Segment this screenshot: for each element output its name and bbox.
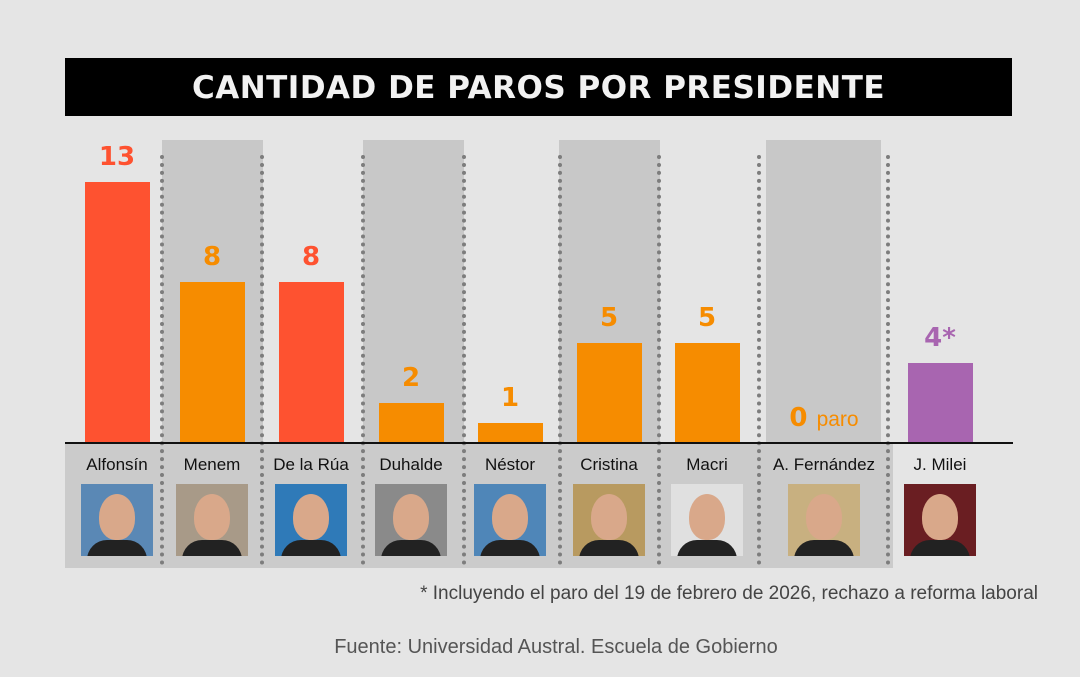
president-photo [176, 484, 248, 556]
separator [886, 155, 890, 565]
data-label-value: 8 [202, 242, 222, 273]
separator [462, 155, 466, 565]
category-label: Alfonsín [86, 455, 148, 474]
suit-shape [794, 540, 854, 556]
data-label: 0 paro [764, 403, 884, 433]
data-label: 8 [251, 242, 371, 272]
bar [478, 422, 543, 443]
data-label: 13 [57, 142, 177, 172]
category-label: Duhalde [379, 455, 443, 474]
bar [180, 282, 245, 443]
president-photo [474, 484, 546, 556]
data-label: 8 [152, 242, 272, 272]
bar [379, 402, 444, 443]
suit-shape [480, 540, 540, 556]
data-label-value: 13 [98, 142, 136, 172]
president-photo [275, 484, 347, 556]
suit-shape [579, 540, 639, 556]
face-shape [922, 494, 958, 540]
category-label: De la Rúa [273, 455, 349, 474]
data-label: 1 [450, 383, 570, 413]
data-label-suffix: paro [816, 408, 859, 431]
face-shape [689, 494, 725, 540]
category-label: Macri [686, 455, 728, 474]
category-label: Menem [183, 455, 241, 474]
separator [361, 155, 365, 565]
data-label-value: 1 [500, 382, 520, 413]
data-label-value: 2 [401, 362, 421, 393]
face-shape [293, 494, 329, 540]
bar [85, 182, 150, 443]
face-shape [194, 494, 230, 540]
president-photo [81, 484, 153, 556]
suit-shape [182, 540, 242, 556]
president-photo [573, 484, 645, 556]
source: Fuente: Universidad Austral. Escuela de … [334, 636, 778, 658]
data-label-value: 8 [301, 242, 321, 273]
face-shape [492, 494, 528, 540]
suit-shape [87, 540, 147, 556]
separator [657, 155, 661, 565]
separator [160, 155, 164, 565]
bar [279, 282, 344, 443]
president-photo [904, 484, 976, 556]
category-label: Cristina [580, 455, 638, 474]
president-photo [671, 484, 743, 556]
suit-shape [677, 540, 737, 556]
chart-title: CANTIDAD DE PAROS POR PRESIDENTE [65, 58, 1012, 116]
bar [577, 342, 642, 443]
separator [757, 155, 761, 565]
face-shape [591, 494, 627, 540]
column-shade [363, 140, 464, 443]
x-axis-line [65, 442, 1013, 444]
data-label: 2 [351, 363, 471, 393]
face-shape [806, 494, 842, 540]
data-label-value: 5 [697, 302, 717, 333]
data-label: 4* [880, 323, 1000, 353]
bar [675, 342, 740, 443]
face-shape [393, 494, 429, 540]
footnote: * Incluyendo el paro del 19 de febrero d… [420, 583, 1038, 604]
president-photo [788, 484, 860, 556]
separator [558, 155, 562, 565]
data-label-value: 0 [789, 403, 808, 433]
separator [260, 155, 264, 565]
suit-shape [381, 540, 441, 556]
data-label: 5 [647, 303, 767, 333]
data-label-value: 4* [924, 322, 956, 353]
suit-shape [910, 540, 970, 556]
bar [908, 362, 973, 443]
president-photo [375, 484, 447, 556]
column-shade [766, 140, 881, 443]
category-label: J. Milei [913, 455, 967, 474]
face-shape [99, 494, 135, 540]
data-label-value: 5 [599, 302, 619, 333]
data-label: 5 [549, 303, 669, 333]
category-label: Néstor [484, 455, 536, 474]
category-label: A. Fernández [772, 455, 876, 474]
suit-shape [281, 540, 341, 556]
